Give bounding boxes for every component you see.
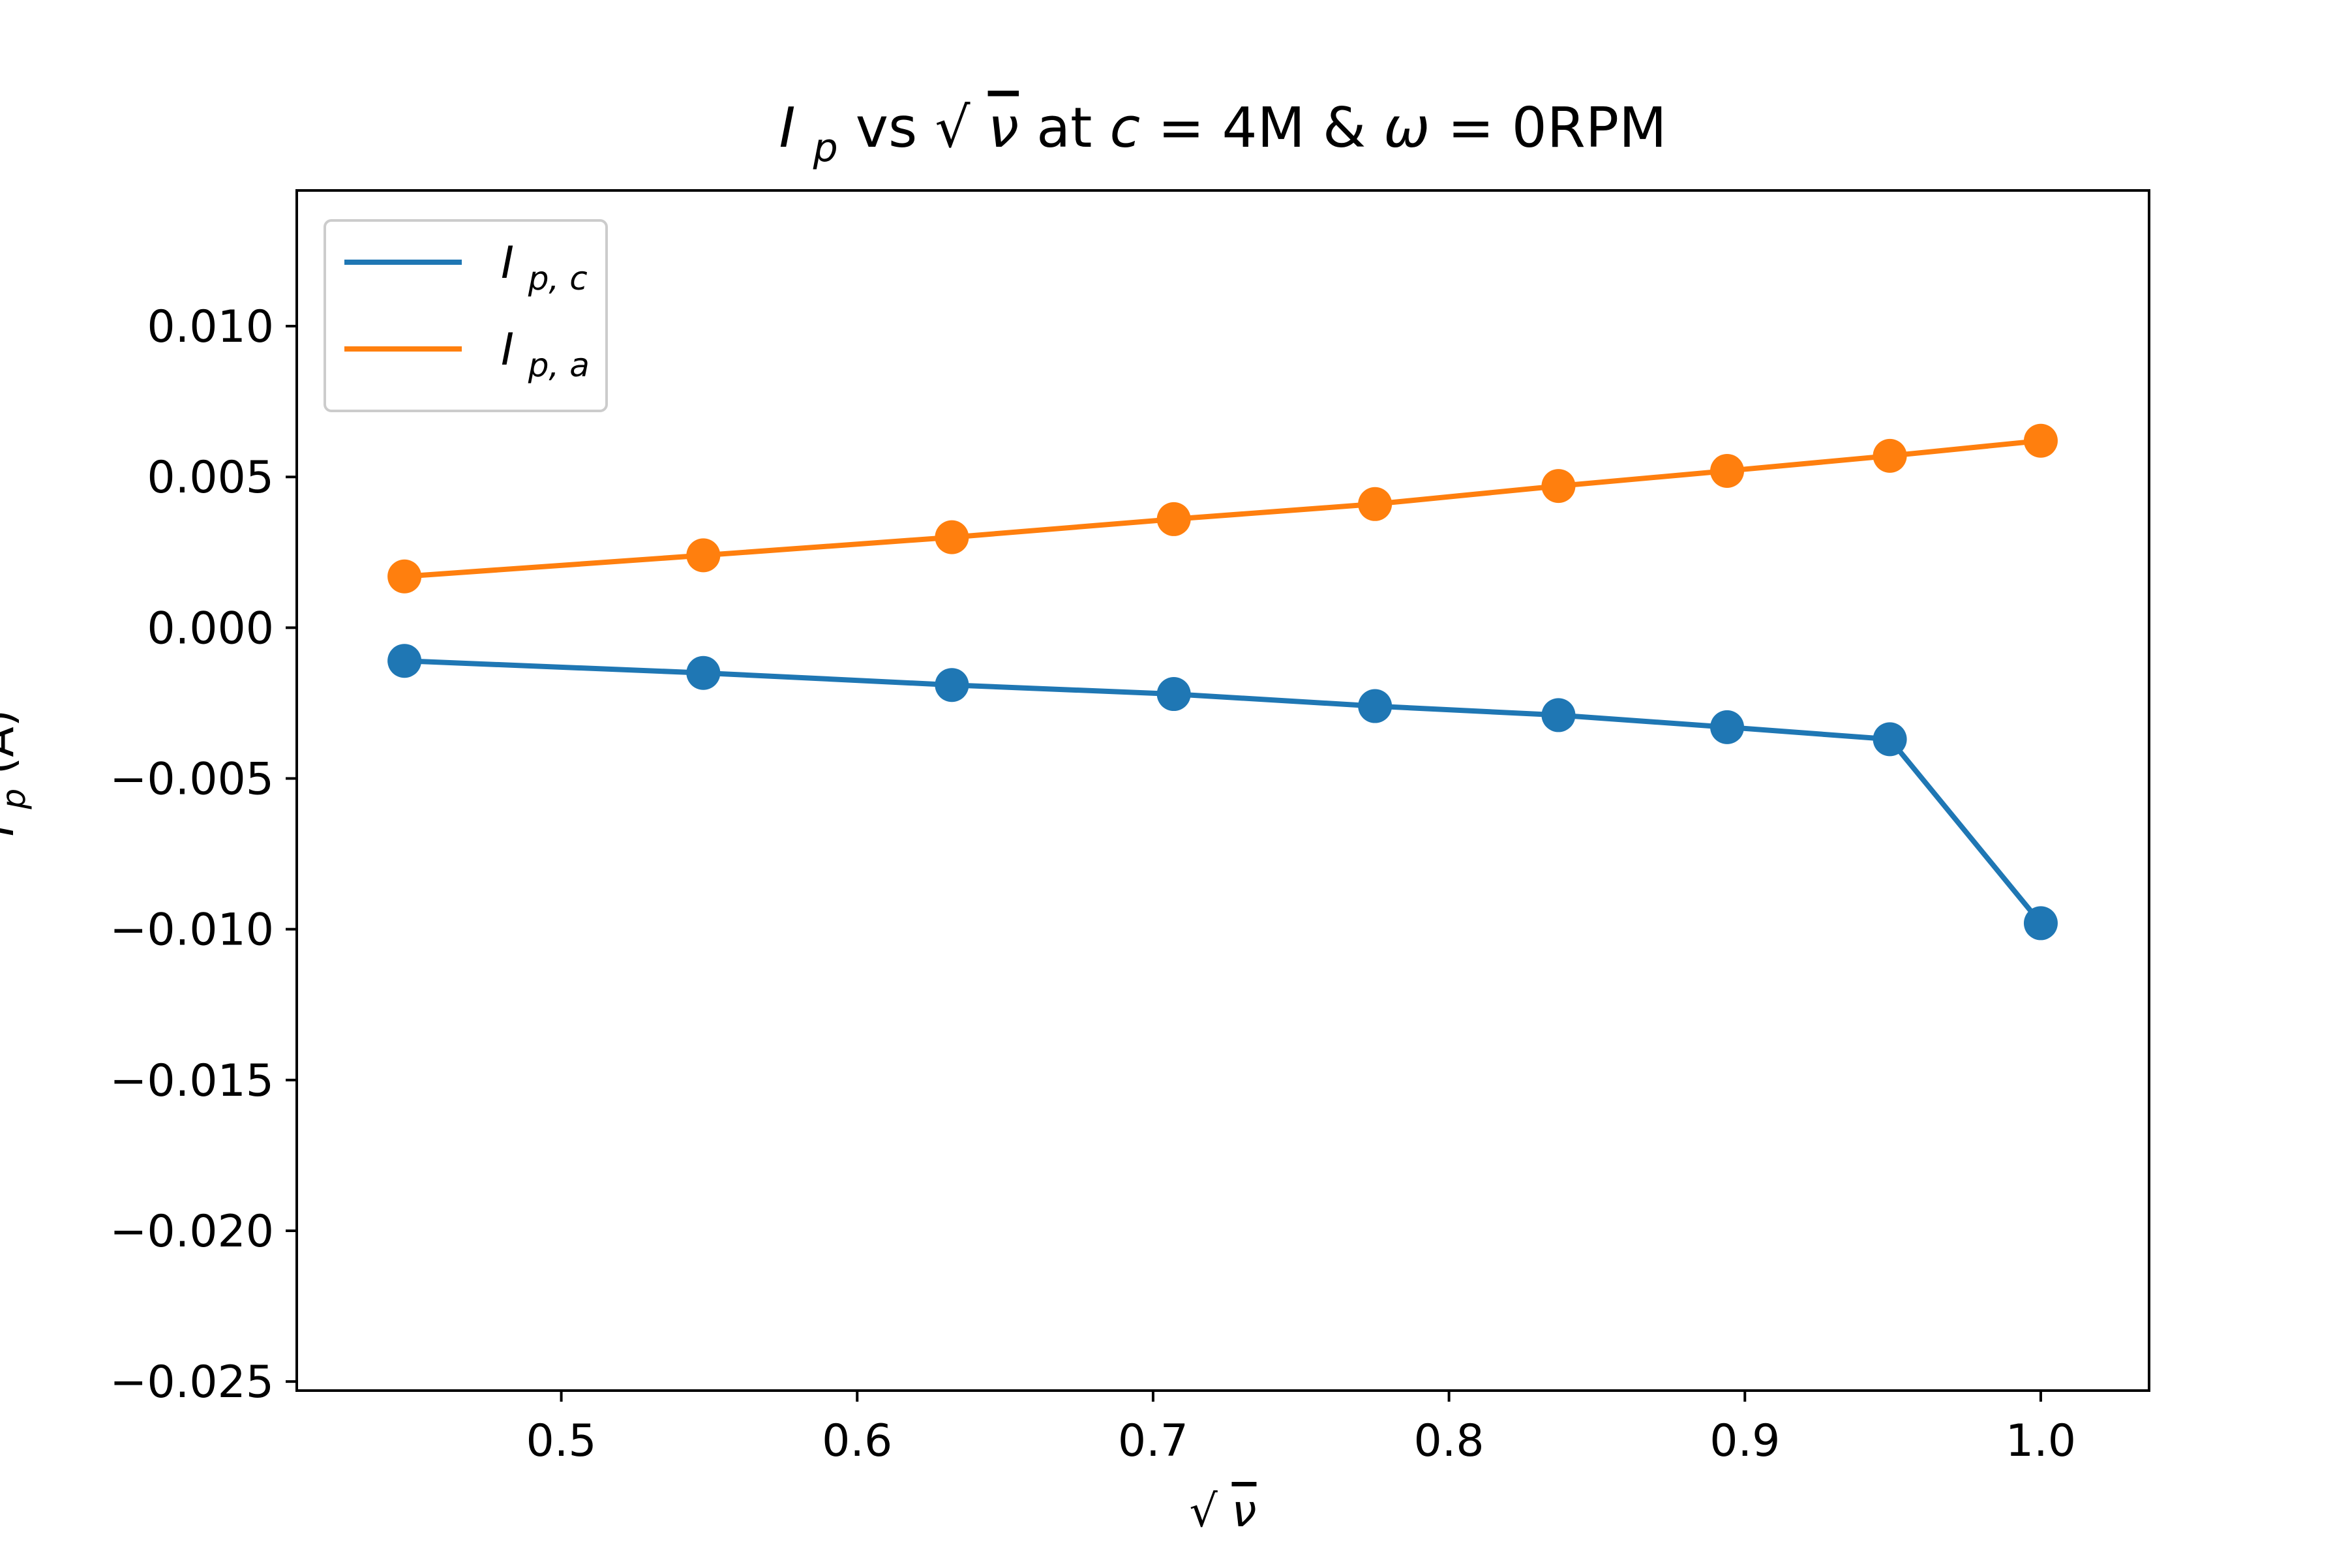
title-omega-symbol: ω xyxy=(1383,96,1430,160)
legend-label-ipc-subscript: p, c xyxy=(528,260,588,297)
data-point-i-p-c xyxy=(387,644,422,678)
data-point-i-p-a xyxy=(1873,438,1907,473)
data-point-i-p-a xyxy=(2023,423,2058,458)
y-axis-unit: (A) xyxy=(0,710,24,775)
x-axis-nu-symbol: ν xyxy=(1231,1486,1256,1537)
y-tick-label: −0.020 xyxy=(110,1206,274,1258)
legend-label-ipa-subscript: p, a xyxy=(528,346,590,384)
x-tick-label: 0.7 xyxy=(1118,1415,1188,1467)
y-tick-label: 0.000 xyxy=(147,603,274,654)
data-point-i-p-c xyxy=(1358,689,1392,723)
plot-area xyxy=(295,189,2150,1392)
title-at-text: at xyxy=(1036,96,1109,160)
data-point-i-p-c xyxy=(2023,906,2058,941)
x-tick-label: 0.6 xyxy=(822,1415,892,1467)
y-tick-label: 0.005 xyxy=(147,452,274,504)
y-tick-label: −0.015 xyxy=(110,1055,274,1107)
data-point-i-p-a xyxy=(1541,469,1576,504)
y-tick-label: −0.005 xyxy=(110,754,274,806)
y-tick-label: 0.010 xyxy=(147,301,274,353)
title-omega-value: = 0RPM xyxy=(1447,96,1666,160)
chart-title: I p vs √ ν at c = 4M & ω = 0RPM xyxy=(779,96,1667,175)
legend-box xyxy=(324,219,608,412)
title-current-symbol: I xyxy=(779,96,796,160)
data-point-i-p-a xyxy=(1156,502,1191,536)
data-point-i-p-c xyxy=(1541,698,1576,732)
data-point-i-p-a xyxy=(1710,453,1745,488)
y-axis-current-symbol: I xyxy=(0,823,24,836)
data-point-i-p-c xyxy=(935,668,969,702)
title-c-value: = 4M & xyxy=(1158,96,1383,160)
y-axis-current-subscript: p xyxy=(0,789,33,810)
x-tick-label: 0.8 xyxy=(1414,1415,1484,1467)
series-layer xyxy=(387,423,2058,941)
title-current-subscript: p xyxy=(813,125,838,171)
series-line-i-p-a xyxy=(404,438,2041,579)
legend-label-ipc: I p, c xyxy=(501,237,588,297)
legend-label-ipc-main: I xyxy=(501,237,514,289)
legend: I p, c I p, a xyxy=(324,219,608,412)
x-tick-label: 0.5 xyxy=(526,1415,597,1467)
y-tick-label: −0.025 xyxy=(110,1357,274,1408)
legend-label-ipa-main: I xyxy=(501,324,514,376)
data-point-i-p-a xyxy=(686,538,721,573)
data-point-i-p-a xyxy=(935,520,969,554)
x-axis-sqrt-symbol: √ xyxy=(1190,1486,1218,1537)
title-sqrt-symbol: √ xyxy=(935,96,971,160)
y-tick-label: −0.010 xyxy=(110,905,274,956)
x-axis: 0.5 0.6 0.7 0.8 0.9 1.0 xyxy=(526,1391,2076,1467)
legend-label-ipa: I p, a xyxy=(501,324,590,384)
series-line-i-p-c xyxy=(404,658,2043,925)
data-point-i-p-c xyxy=(1873,722,1907,757)
data-point-i-p-a xyxy=(387,559,422,594)
title-c-symbol: c xyxy=(1110,96,1141,160)
plot-frame xyxy=(295,189,2150,1392)
x-tick-label: 1.0 xyxy=(2006,1415,2076,1467)
x-tick-label: 0.9 xyxy=(1709,1415,1780,1467)
data-point-i-p-c xyxy=(1710,710,1745,744)
x-axis-label: √ ν xyxy=(1190,1486,1257,1537)
title-nu-symbol: ν xyxy=(988,96,1019,160)
y-axis-label: I p (A) xyxy=(0,710,36,837)
data-point-i-p-c xyxy=(686,656,721,690)
title-vs-text: vs xyxy=(856,96,935,160)
data-point-i-p-c xyxy=(1156,677,1191,712)
y-axis: 0.010 0.005 0.000 −0.005 −0.010 −0.015 −0.020 −… xyxy=(110,301,297,1408)
data-point-i-p-a xyxy=(1358,487,1392,521)
